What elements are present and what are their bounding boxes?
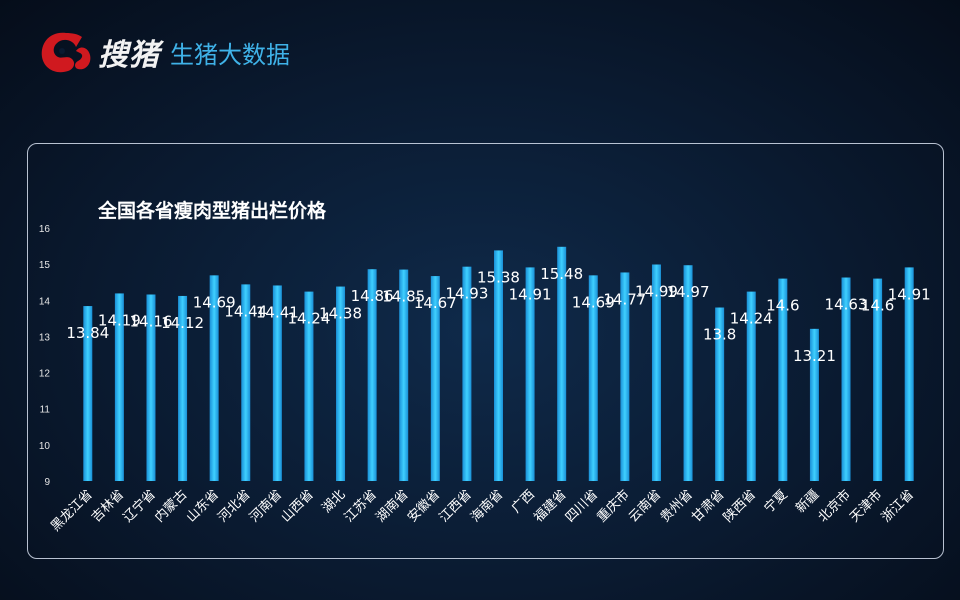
x-tick-label: 海南省: [467, 487, 506, 526]
x-tick-label: 福建省: [531, 487, 569, 525]
y-tick-label: 10: [39, 441, 51, 452]
x-tick-label: 四川省: [563, 487, 601, 525]
x-tick-label: 云南省: [625, 487, 664, 526]
bar: [651, 264, 661, 481]
bar: [873, 278, 883, 481]
x-tick-label: 黑龙江省: [48, 487, 95, 534]
bar: [557, 246, 567, 481]
data-label: 13.84: [66, 324, 109, 342]
data-label: 14.85: [382, 288, 425, 306]
y-tick-label: 13: [39, 332, 51, 343]
y-tick-label: 14: [39, 296, 51, 307]
bar: [462, 266, 472, 481]
data-label: 14.41: [256, 303, 299, 321]
bar: [304, 291, 314, 481]
y-tick-label: 9: [44, 477, 50, 488]
data-label: 13.21: [793, 347, 836, 365]
x-tick-label: 江苏省: [341, 487, 380, 526]
data-label: 14.6: [766, 297, 799, 315]
x-tick-label: 北京市: [815, 487, 854, 526]
x-tick-label: 吉林省: [89, 487, 127, 525]
bar: [715, 307, 725, 481]
y-tick-label: 12: [39, 369, 51, 380]
x-tick-label: 辽宁省: [120, 487, 159, 526]
data-label: 15.38: [477, 268, 520, 286]
data-label: 14.24: [730, 310, 773, 328]
bar: [430, 276, 440, 481]
x-tick-label: 贵州省: [658, 487, 696, 525]
bar: [588, 275, 598, 481]
brand-subtitle: 生猪大数据: [170, 40, 290, 69]
bar: [209, 275, 219, 481]
x-tick-label: 山西省: [279, 487, 317, 525]
data-label: 14.69: [193, 293, 236, 311]
bar: [367, 269, 377, 481]
bar: [241, 284, 251, 481]
bar: [114, 293, 124, 481]
data-label: 14.19: [98, 311, 141, 329]
data-label: 14.77: [603, 290, 646, 308]
data-label: 14.86: [351, 287, 394, 305]
chart-panel: [27, 143, 944, 559]
bar: [620, 272, 630, 481]
x-tick-label: 宁夏: [761, 487, 791, 517]
bar: [809, 328, 819, 481]
x-tick-label: 湖南省: [373, 487, 412, 526]
data-label: 14.6: [861, 297, 894, 315]
bar: [272, 285, 282, 481]
data-label: 14.91: [509, 285, 552, 303]
brand-name: 搜猪: [98, 38, 160, 73]
data-label: 13.8: [703, 326, 736, 344]
data-label: 15.48: [540, 265, 583, 283]
x-tick-label: 安徽省: [405, 487, 443, 525]
x-tick-label: 重庆市: [594, 487, 633, 526]
y-tick-label: 15: [39, 260, 51, 271]
bar: [83, 306, 93, 481]
bar: [904, 267, 914, 481]
bar: [178, 295, 188, 481]
data-label: 14.16: [130, 313, 173, 331]
x-tick-label: 河北省: [215, 487, 253, 525]
bar: [146, 294, 156, 481]
data-label: 14.38: [319, 305, 362, 323]
y-tick-label: 16: [39, 224, 51, 235]
bar: [683, 265, 693, 481]
data-label: 14.12: [161, 314, 204, 332]
data-label: 14.24: [287, 310, 330, 328]
data-label: 14.91: [888, 285, 931, 303]
bar: [841, 277, 851, 481]
pig-logo-icon: [41, 32, 91, 73]
data-label: 14.44: [224, 302, 267, 320]
chart-title: 全国各省瘦肉型猪出栏价格: [98, 200, 327, 222]
x-tick-label: 山东省: [184, 487, 222, 525]
x-tick-label: 天津市: [847, 487, 886, 526]
x-tick-label: 浙江省: [879, 487, 917, 525]
bar: [778, 278, 788, 481]
data-label: 14.97: [667, 283, 710, 301]
bar: [336, 286, 346, 481]
x-tick-label: 内蒙古: [152, 487, 191, 526]
bar: [494, 250, 503, 481]
data-label: 14.67: [414, 294, 457, 312]
data-label: 14.93: [445, 285, 488, 303]
bar: [525, 267, 535, 481]
x-tick-label: 甘肃省: [689, 487, 727, 525]
data-label: 14.69: [572, 293, 615, 311]
x-tick-label: 江西省: [437, 487, 475, 525]
data-label: 14.99: [635, 283, 678, 301]
header: 搜猪 生猪大数据: [36, 22, 290, 82]
y-tick-label: 11: [40, 405, 51, 416]
x-tick-label: 河南省: [246, 487, 285, 526]
bar: [746, 291, 756, 481]
data-label: 14.63: [825, 296, 868, 314]
x-tick-label: 陕西省: [721, 487, 759, 525]
bar: [399, 269, 409, 481]
